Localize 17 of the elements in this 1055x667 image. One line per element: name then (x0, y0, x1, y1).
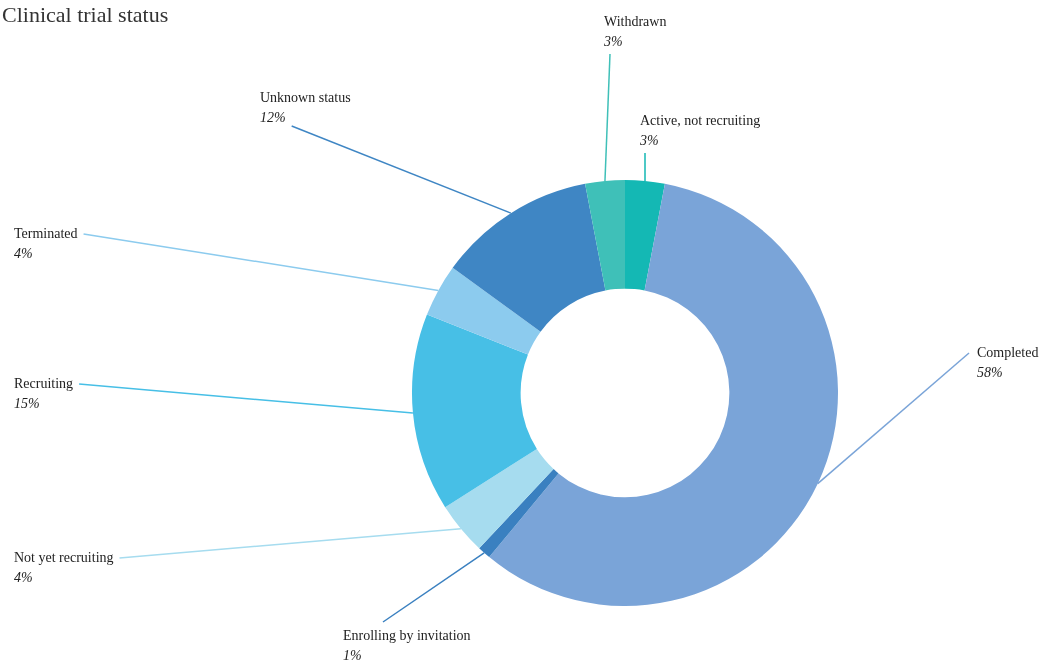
slice-label: Not yet recruiting (14, 550, 114, 565)
slice-label: Recruiting (14, 376, 74, 391)
data-label: 58% (977, 365, 1003, 380)
data-label: 4% (14, 570, 33, 585)
chart-title: Clinical trial status (2, 2, 169, 28)
data-label: 1% (343, 648, 362, 663)
slice-label: Unknown status (260, 90, 351, 105)
slice-label: Enrolling by invitation (343, 628, 471, 643)
data-label: 4% (14, 246, 33, 261)
data-label: 15% (14, 396, 40, 411)
slice-label: Active, not recruiting (640, 113, 761, 128)
slice-label: Completed (977, 345, 1039, 360)
slice-label: Withdrawn (604, 14, 667, 29)
data-label: 12% (260, 110, 286, 125)
slice-label: Terminated (14, 226, 78, 241)
data-label: 3% (603, 34, 623, 49)
data-label: 3% (639, 133, 659, 148)
